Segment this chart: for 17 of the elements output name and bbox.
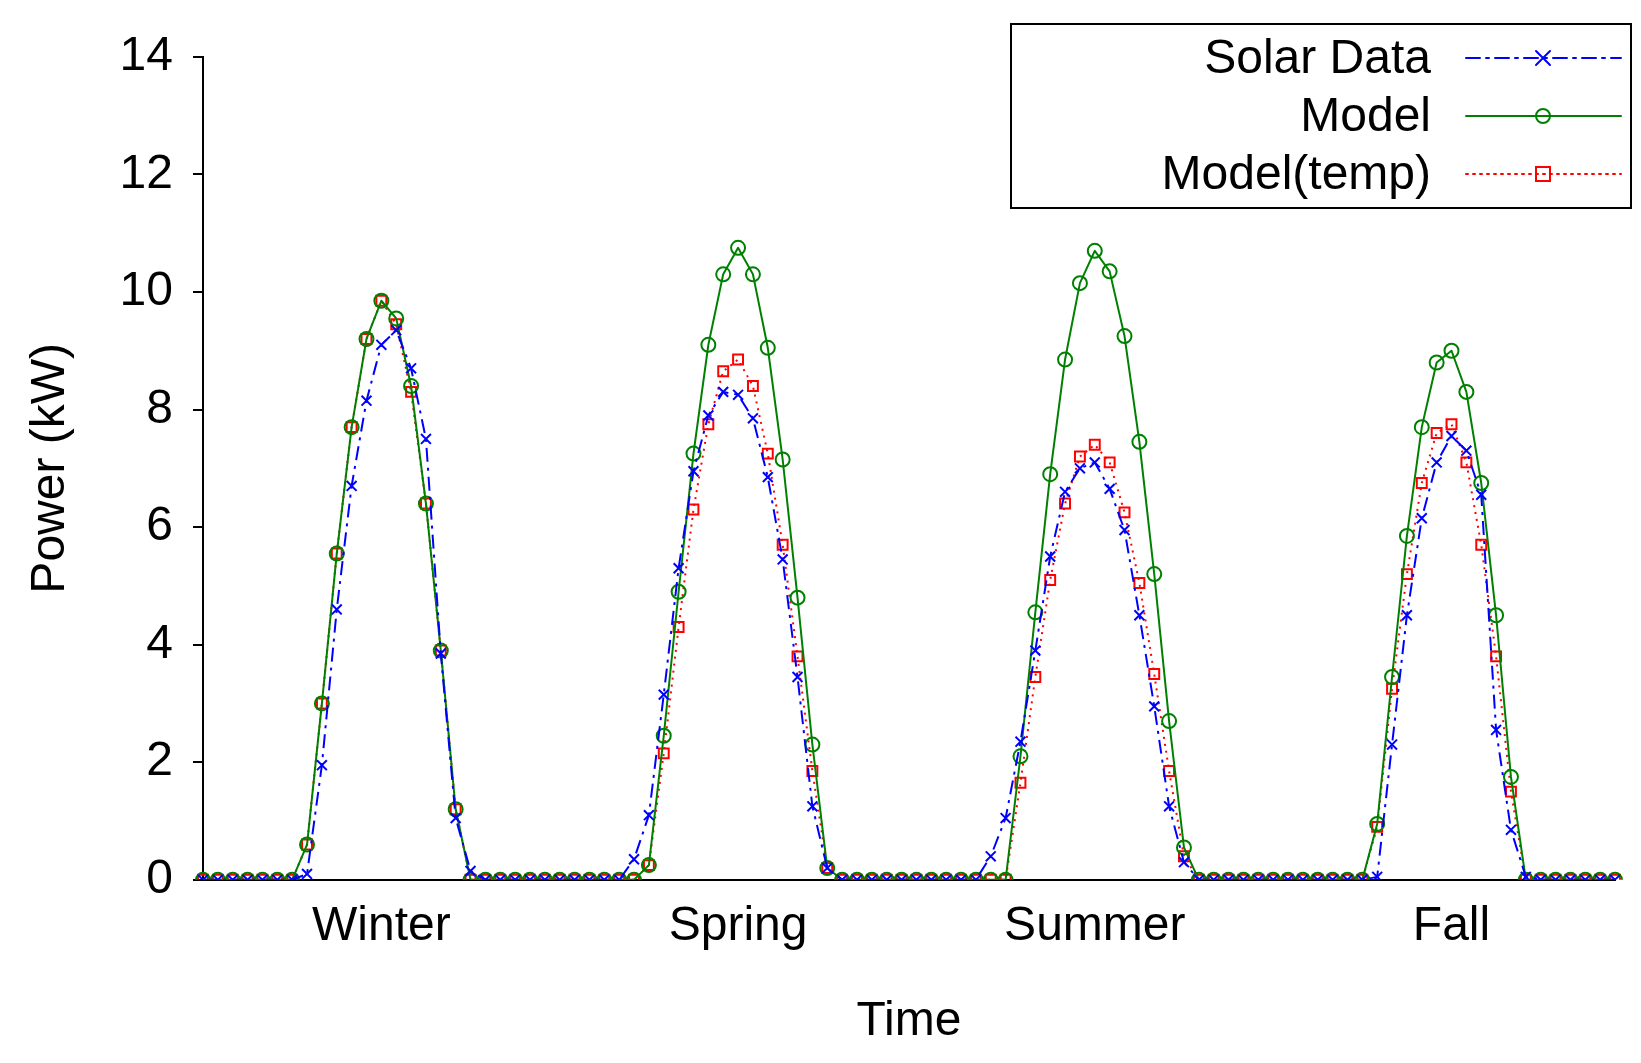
y-tick-label: 2 — [146, 732, 173, 786]
legend-label: Model — [1300, 88, 1431, 142]
y-axis-title: Power (kW) — [21, 342, 75, 594]
legend-label: Solar Data — [1204, 30, 1432, 84]
y-tick-label: 8 — [146, 379, 173, 433]
x-tick-label: Winter — [312, 896, 451, 950]
x-axis-title: Time — [856, 992, 962, 1046]
y-tick-label: 10 — [119, 262, 173, 316]
legend-label: Model(temp) — [1161, 146, 1431, 200]
x-tick-label: Summer — [1004, 896, 1186, 950]
x-tick-label: Fall — [1412, 896, 1491, 950]
y-tick-label: 0 — [146, 850, 173, 904]
y-tick-label: 14 — [119, 27, 173, 81]
y-tick-label: 6 — [146, 497, 173, 551]
x-tick-label: Spring — [668, 896, 808, 950]
y-tick-label: 12 — [119, 144, 173, 198]
y-tick-label: 4 — [146, 614, 173, 668]
